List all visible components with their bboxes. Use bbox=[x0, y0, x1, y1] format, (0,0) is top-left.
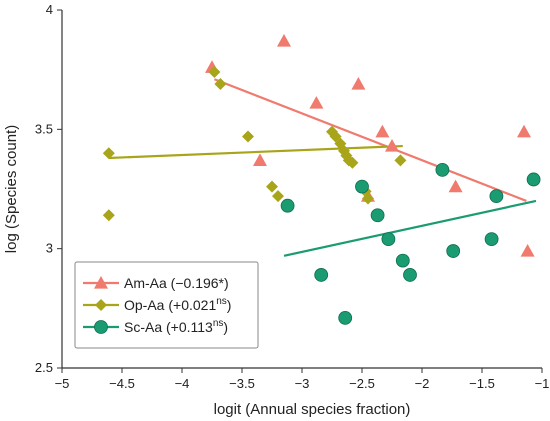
sc-aa-point bbox=[381, 232, 396, 247]
op-aa-point bbox=[242, 130, 254, 143]
x-tick-label: −1 bbox=[535, 376, 550, 391]
x-axis-title: logit (Annual species fraction) bbox=[214, 401, 411, 418]
sc-aa-point bbox=[338, 310, 353, 325]
op-aa-point bbox=[266, 180, 278, 193]
x-tick-label: −2 bbox=[415, 376, 430, 391]
op-aa-legend-marker bbox=[95, 299, 107, 311]
x-tick-label: −4.5 bbox=[109, 376, 135, 391]
op-aa-point bbox=[272, 190, 284, 203]
x-tick-label: −5 bbox=[55, 376, 70, 391]
x-tick-label: −2.5 bbox=[349, 376, 375, 391]
op-aa-fit-line bbox=[108, 144, 403, 160]
op-aa-point bbox=[214, 77, 227, 90]
y-tick-label: 4 bbox=[46, 2, 53, 17]
y-tick-label: 3.5 bbox=[35, 121, 53, 136]
am-aa-point bbox=[253, 153, 267, 166]
op-aa-point bbox=[394, 154, 407, 167]
am-aa-point bbox=[520, 244, 535, 257]
am-aa-point bbox=[351, 76, 366, 90]
am-aa-legend-label: Am-Aa (−0.196*) bbox=[124, 275, 229, 291]
x-tick-label: −3 bbox=[295, 376, 310, 391]
am-aa-legend-text: Am-Aa ( bbox=[124, 275, 176, 291]
sc-aa-fit-line bbox=[283, 199, 537, 257]
data-points bbox=[102, 34, 541, 325]
am-aa-point bbox=[375, 124, 390, 138]
op-aa-point bbox=[102, 147, 115, 160]
y-tick-label: 2.5 bbox=[35, 360, 53, 375]
x-tick-label: −1.5 bbox=[469, 376, 495, 391]
sc-aa-legend-text: ) bbox=[223, 319, 228, 335]
op-aa-legend-text: ) bbox=[227, 297, 232, 313]
fit-lines bbox=[108, 78, 537, 257]
legend: Am-Aa (−0.196*)Op-Aa (+0.021ns)Sc-Aa (+0… bbox=[74, 261, 259, 349]
x-tick-label: −4 bbox=[175, 376, 190, 391]
op-aa-point bbox=[208, 66, 221, 79]
sc-aa-point bbox=[314, 268, 329, 282]
sc-aa-point bbox=[446, 244, 461, 258]
op-aa-point bbox=[362, 192, 374, 205]
sc-aa-point bbox=[280, 198, 295, 213]
op-aa-legend-label: Op-Aa (+0.021ns) bbox=[124, 296, 231, 313]
am-aa-point bbox=[385, 139, 399, 152]
am-aa-fit-line bbox=[214, 78, 527, 202]
y-tick-label: 3 bbox=[46, 241, 53, 256]
op-aa-legend-significance: ns bbox=[216, 296, 227, 307]
sc-aa-point bbox=[435, 163, 450, 177]
sc-aa-point bbox=[395, 253, 410, 268]
axis-ticks: −5 −4.5 −4 −3.5 −3 −2.5 −2 −1.5 −1 2.5 3 3.5 4 bbox=[35, 2, 549, 391]
op-aa-point bbox=[346, 156, 359, 169]
op-aa-legend-text: Op-Aa (+0.021 bbox=[124, 297, 216, 313]
sc-aa-point bbox=[355, 179, 369, 194]
sc-aa-point bbox=[403, 268, 417, 282]
sc-aa-point bbox=[484, 232, 499, 247]
am-aa-legend-text: ) bbox=[224, 275, 229, 291]
am-aa-point bbox=[517, 124, 531, 138]
sc-aa-point bbox=[370, 208, 385, 223]
sc-aa-legend-significance: ns bbox=[213, 318, 224, 329]
am-aa-point bbox=[309, 96, 324, 109]
sc-aa-point bbox=[526, 172, 541, 187]
legend-box bbox=[74, 261, 259, 349]
sc-aa-legend-text: Sc-Aa (+0.113 bbox=[124, 319, 213, 335]
sc-aa-point bbox=[489, 189, 504, 204]
y-axis-title: log (Species count) bbox=[3, 125, 20, 253]
am-aa-point bbox=[448, 179, 463, 193]
am-aa-point bbox=[277, 34, 291, 47]
sc-aa-legend-marker bbox=[94, 320, 108, 334]
x-tick-label: −3.5 bbox=[229, 376, 255, 391]
am-aa-legend-text: −0.196* bbox=[175, 275, 224, 291]
sc-aa-legend-label: Sc-Aa (+0.113ns) bbox=[124, 318, 228, 335]
am-aa-legend-marker bbox=[94, 276, 108, 289]
op-aa-point bbox=[102, 209, 115, 222]
